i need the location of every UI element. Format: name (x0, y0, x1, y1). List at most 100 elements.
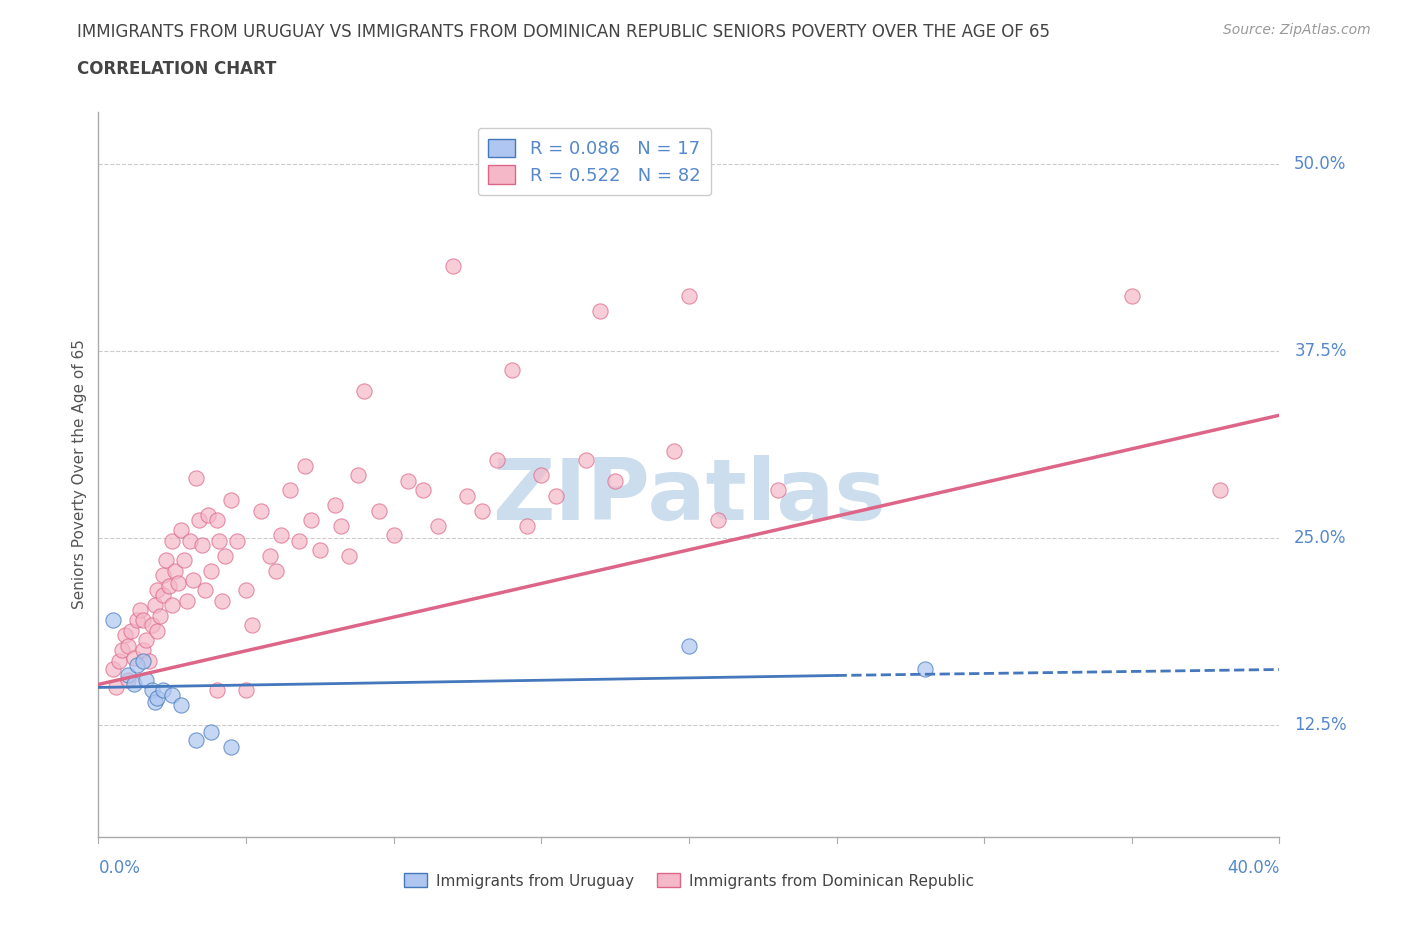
Point (441, 259, 464, 273)
Point (132, 613, 155, 628)
Point (412, 483, 434, 498)
Point (546, 488, 568, 503)
Point (162, 534, 183, 549)
Text: 50.0%: 50.0% (1295, 155, 1347, 173)
Point (501, 363, 523, 378)
Point (240, 618, 263, 632)
Point (184, 732, 207, 747)
Point (427, 518, 450, 533)
Point (122, 677, 145, 692)
Point (162, 598, 183, 613)
Point (259, 549, 281, 564)
Point (280, 483, 302, 498)
Text: Source: ZipAtlas.com: Source: ZipAtlas.com (1223, 23, 1371, 37)
Point (187, 512, 209, 527)
Point (105, 680, 128, 695)
Point (173, 552, 195, 567)
Point (605, 473, 627, 488)
Point (226, 534, 249, 549)
Point (179, 534, 201, 549)
Point (117, 668, 139, 683)
Point (108, 653, 131, 668)
Point (382, 527, 405, 542)
Point (299, 512, 322, 527)
Point (117, 672, 139, 687)
Point (194, 583, 217, 598)
Y-axis label: Seniors Poverty Over the Age of 65: Seniors Poverty Over the Age of 65 (72, 339, 87, 609)
Point (149, 608, 172, 623)
Point (152, 568, 174, 583)
Point (589, 303, 612, 318)
Point (766, 483, 789, 498)
Point (103, 613, 125, 628)
Point (135, 672, 157, 687)
Point (1121, 288, 1143, 303)
Point (128, 603, 150, 618)
Point (294, 458, 316, 473)
Point (678, 638, 700, 653)
Text: 0.0%: 0.0% (98, 859, 141, 877)
Point (398, 473, 420, 488)
Point (486, 453, 509, 468)
Point (191, 538, 214, 552)
Point (530, 468, 553, 483)
Point (211, 593, 233, 608)
Point (516, 518, 538, 533)
Point (141, 618, 163, 632)
Point (114, 628, 136, 643)
Point (146, 690, 169, 705)
Point (264, 564, 287, 578)
Point (339, 549, 361, 564)
Point (146, 623, 169, 638)
Text: 40.0%: 40.0% (1227, 859, 1279, 877)
Point (167, 576, 190, 591)
Point (138, 653, 160, 668)
Point (152, 587, 174, 602)
Point (170, 523, 193, 538)
Point (157, 578, 180, 593)
Point (214, 549, 236, 564)
Point (135, 632, 157, 647)
Point (141, 683, 163, 698)
Point (200, 564, 222, 578)
Point (288, 534, 311, 549)
Point (329, 518, 352, 533)
Point (111, 643, 134, 658)
Point (914, 662, 936, 677)
Point (270, 527, 292, 542)
Point (205, 683, 228, 698)
Point (125, 613, 148, 628)
Point (143, 695, 166, 710)
Point (181, 572, 204, 587)
Point (132, 643, 155, 658)
Text: CORRELATION CHART: CORRELATION CHART (77, 60, 277, 78)
Point (323, 498, 346, 512)
Point (176, 593, 198, 608)
Point (221, 493, 243, 508)
Point (117, 638, 139, 653)
Legend: Immigrants from Uruguay, Immigrants from Dominican Republic: Immigrants from Uruguay, Immigrants from… (398, 868, 980, 895)
Point (1209, 483, 1232, 498)
Point (200, 724, 222, 739)
Text: IMMIGRANTS FROM URUGUAY VS IMMIGRANTS FROM DOMINICAN REPUBLIC SENIORS POVERTY OV: IMMIGRANTS FROM URUGUAY VS IMMIGRANTS FR… (77, 23, 1050, 41)
Point (155, 552, 177, 567)
Text: 12.5%: 12.5% (1295, 716, 1347, 734)
Point (678, 288, 700, 303)
Text: 37.5%: 37.5% (1295, 342, 1347, 360)
Point (122, 650, 145, 665)
Point (235, 583, 257, 598)
Point (170, 698, 193, 712)
Point (368, 503, 391, 518)
Point (471, 503, 494, 518)
Point (162, 687, 183, 702)
Point (347, 468, 370, 483)
Point (103, 662, 125, 677)
Point (353, 384, 375, 399)
Point (664, 444, 686, 458)
Point (457, 488, 479, 503)
Point (250, 503, 273, 518)
Point (165, 564, 187, 578)
Point (575, 453, 598, 468)
Text: ZIPatlas: ZIPatlas (492, 455, 886, 538)
Point (205, 512, 228, 527)
